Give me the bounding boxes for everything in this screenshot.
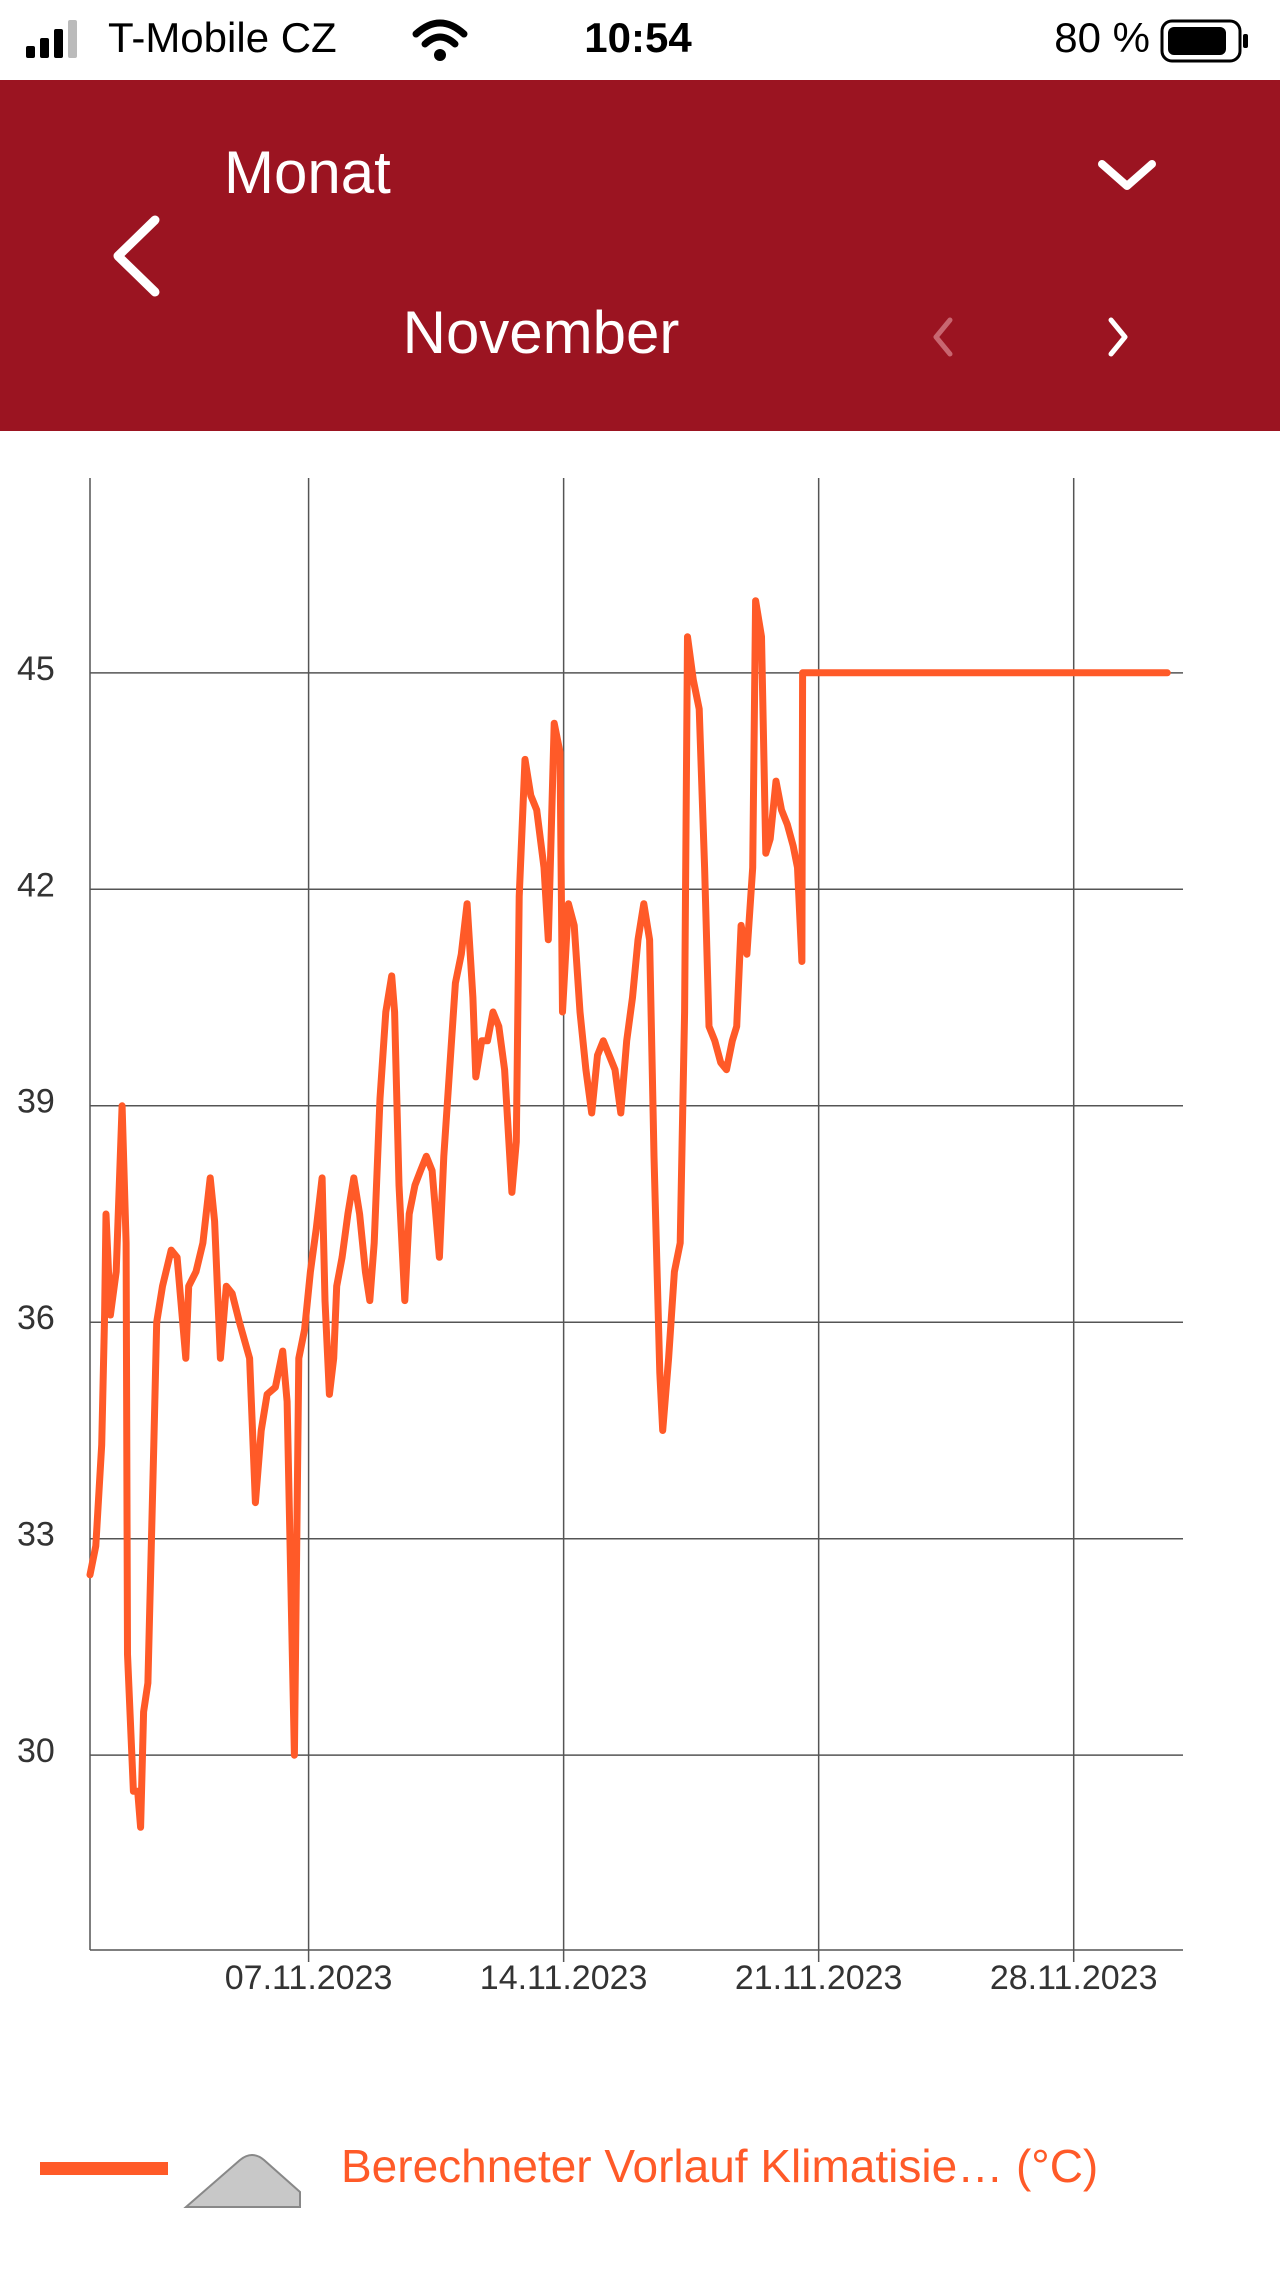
x-tick-label: 14.11.2023 bbox=[480, 1959, 648, 1997]
data-line bbox=[86, 597, 1171, 1831]
y-tick-label: 42 bbox=[17, 866, 55, 904]
wifi-icon bbox=[412, 19, 468, 48]
y-tick-label: 33 bbox=[17, 1516, 55, 1554]
battery-fill bbox=[1168, 27, 1226, 55]
next-button[interactable] bbox=[1108, 317, 1128, 357]
period-value: November bbox=[403, 299, 680, 366]
back-button[interactable] bbox=[113, 215, 160, 297]
period-label[interactable]: Monat bbox=[224, 139, 391, 206]
battery-cap bbox=[1243, 34, 1248, 48]
battery-text: 80 % bbox=[1054, 14, 1150, 61]
battery-frame bbox=[1160, 19, 1242, 63]
y-tick-label: 36 bbox=[17, 1299, 55, 1337]
status-bar: T-Mobile CZ 10:54 80 % bbox=[26, 14, 1248, 63]
y-tick-label: 39 bbox=[17, 1083, 55, 1121]
header-bg bbox=[0, 80, 1280, 431]
previous-button[interactable] bbox=[933, 317, 953, 357]
period-dropdown[interactable] bbox=[1098, 160, 1156, 190]
wifi-dot bbox=[434, 49, 446, 61]
area-toggle-icon[interactable] bbox=[183, 2154, 301, 2208]
header: Monat November bbox=[0, 80, 1280, 431]
chart: 30 33 36 39 42 45 07.11.2023 14.11.2023 21.11.20… bbox=[17, 478, 1183, 1997]
x-tick-label: 07.11.2023 bbox=[225, 1959, 393, 1997]
signal-bar bbox=[68, 20, 77, 58]
clock: 10:54 bbox=[584, 14, 692, 61]
y-tick-label: 30 bbox=[17, 1732, 55, 1770]
legend-label[interactable]: Berechneter Vorlauf Klimatisie… (°C) bbox=[341, 2140, 1098, 2192]
carrier: T-Mobile CZ bbox=[108, 14, 337, 61]
x-tick-label: 21.11.2023 bbox=[735, 1959, 903, 1997]
signal-bar bbox=[54, 29, 63, 58]
y-tick-label: 45 bbox=[17, 650, 55, 688]
signal-bar bbox=[40, 38, 49, 58]
legend-swatch bbox=[40, 2162, 168, 2175]
legend: Berechneter Vorlauf Klimatisie… (°C) bbox=[40, 2140, 1098, 2208]
signal-bar bbox=[26, 46, 35, 58]
x-tick-label: 28.11.2023 bbox=[990, 1959, 1158, 1997]
